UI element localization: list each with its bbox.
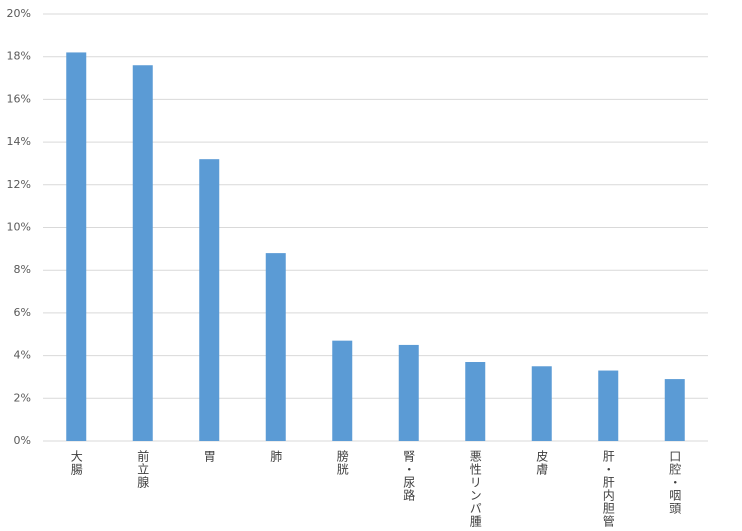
x-tick-label: 肝・肝内胆管 — [601, 450, 615, 528]
bar — [664, 379, 685, 441]
y-tick-label: 2% — [14, 391, 31, 404]
bar — [132, 65, 153, 442]
y-tick-label: 10% — [7, 221, 31, 234]
bar — [598, 370, 619, 441]
y-tick-label: 14% — [7, 135, 31, 148]
y-tick-label: 8% — [14, 263, 31, 276]
y-tick-label: 6% — [14, 306, 31, 319]
bar — [265, 253, 286, 441]
x-tick-label: 胃 — [202, 450, 216, 463]
y-tick-label: 0% — [14, 434, 31, 447]
bar — [199, 159, 220, 441]
x-tick-label: 口腔・咽頭 — [668, 450, 682, 515]
bar — [465, 362, 486, 441]
x-tick-label: 膀胱 — [335, 449, 349, 476]
x-tick-label: 肺 — [269, 450, 283, 463]
x-tick-label: 腎・尿路 — [402, 450, 416, 502]
x-tick-label: 皮膚 — [535, 450, 549, 476]
bar — [332, 340, 353, 441]
x-tick-label: 前立腺 — [136, 449, 150, 489]
bar — [398, 344, 419, 441]
bar — [66, 52, 87, 442]
x-tick-label: 大腸 — [69, 450, 83, 476]
bar — [531, 366, 552, 441]
x-tick-label: 悪性リンパ腫 — [468, 450, 482, 528]
y-tick-label: 16% — [7, 92, 31, 105]
y-tick-label: 18% — [7, 50, 31, 63]
y-tick-label: 20% — [7, 7, 31, 20]
y-tick-label: 12% — [7, 178, 31, 191]
y-tick-label: 4% — [14, 349, 31, 362]
